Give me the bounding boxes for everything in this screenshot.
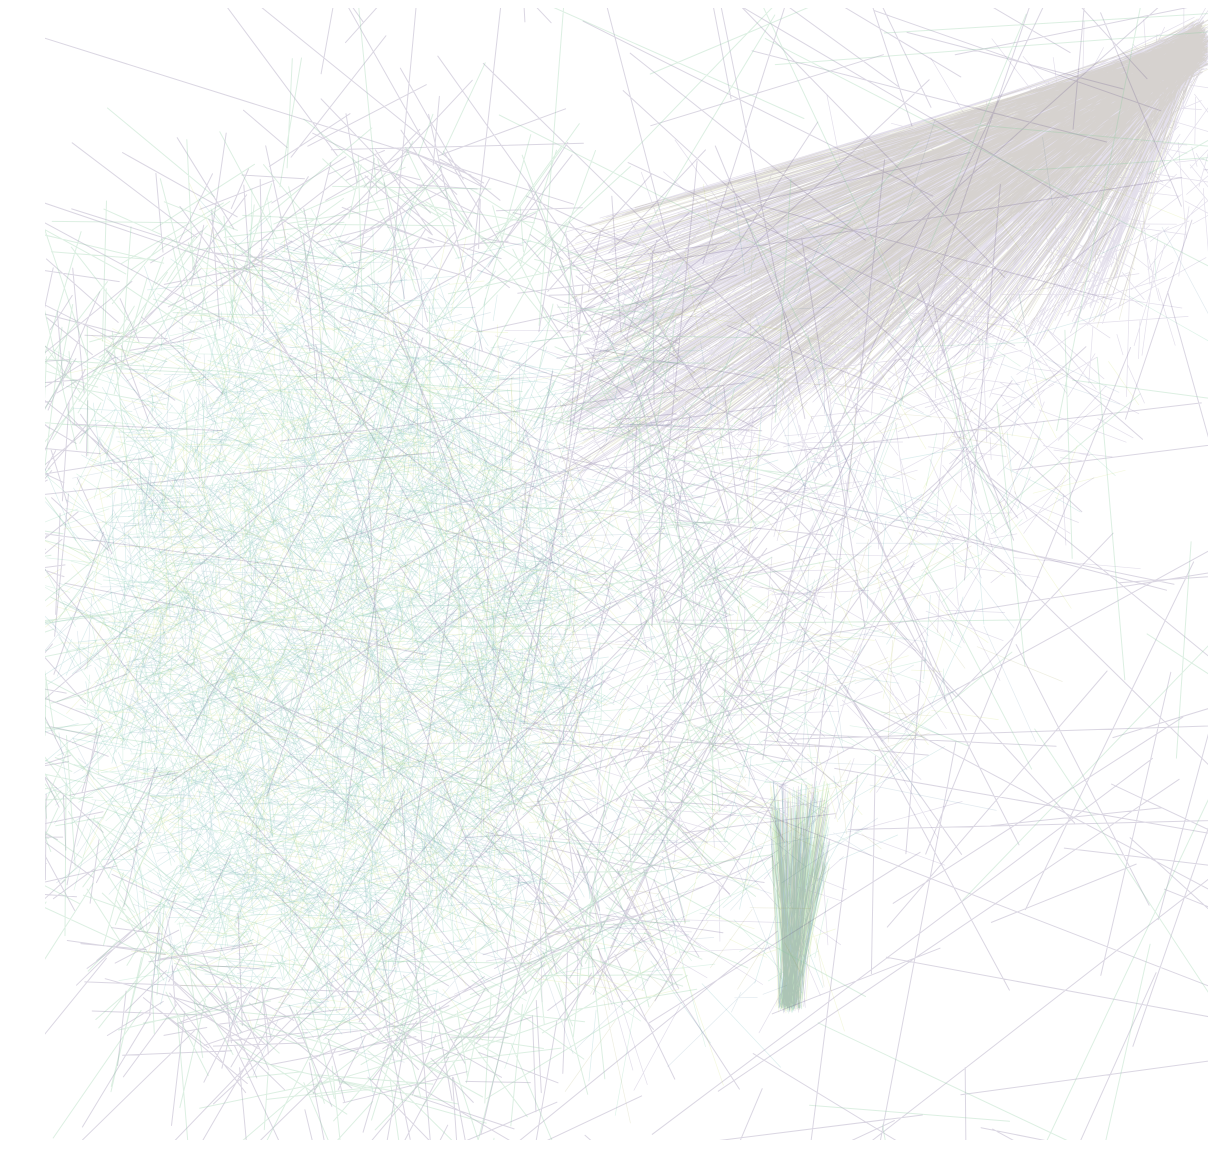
edge-bundle bbox=[45, 178, 1187, 1086]
edge-bundle bbox=[45, 187, 1106, 1096]
edge-bundle bbox=[45, 118, 1208, 1076]
edge-bundle bbox=[45, 184, 1208, 1116]
edge-bundle bbox=[395, 8, 1208, 1091]
edge-bundle bbox=[416, 18, 1208, 1124]
